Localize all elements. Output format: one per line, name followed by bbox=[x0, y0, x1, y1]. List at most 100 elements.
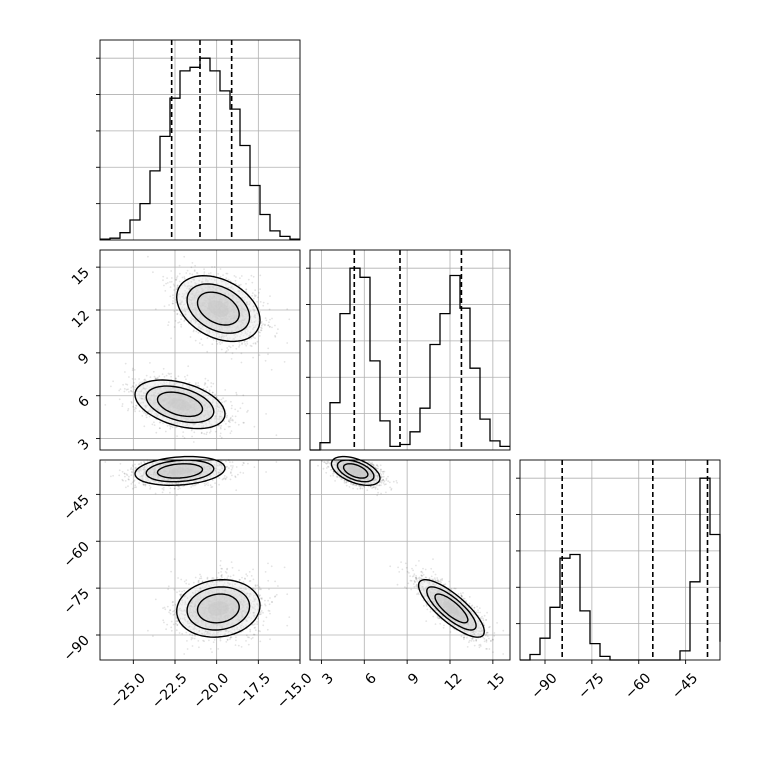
scatter-point bbox=[126, 383, 129, 386]
scatter-point bbox=[268, 603, 271, 606]
scatter-point bbox=[239, 277, 241, 280]
scatter-point bbox=[234, 415, 237, 418]
scatter-point bbox=[197, 384, 199, 387]
scatter-point bbox=[227, 467, 230, 469]
scatter-point bbox=[180, 325, 183, 328]
scatter-point bbox=[141, 410, 144, 412]
scatter-point bbox=[260, 324, 263, 327]
scatter-point bbox=[183, 320, 186, 322]
scatter-point bbox=[223, 400, 226, 403]
scatter-point bbox=[139, 381, 142, 384]
scatter-point bbox=[208, 389, 211, 392]
scatter-point bbox=[200, 431, 203, 434]
scatter-point bbox=[173, 588, 176, 591]
scatter-point bbox=[242, 394, 245, 397]
scatter-point bbox=[186, 269, 189, 272]
scatter-point bbox=[237, 644, 240, 647]
scatter-point bbox=[208, 272, 210, 275]
scatter-point bbox=[131, 385, 134, 387]
scatter-point bbox=[225, 350, 228, 352]
scatter-point bbox=[165, 282, 168, 285]
scatter-point bbox=[216, 576, 219, 579]
scatter-point bbox=[124, 480, 127, 482]
scatter-point bbox=[204, 377, 207, 380]
scatter-point bbox=[169, 487, 172, 490]
scatter-point bbox=[175, 278, 178, 281]
scatter-point bbox=[173, 310, 176, 312]
scatter-point bbox=[269, 318, 271, 321]
scatter-point bbox=[230, 400, 232, 403]
scatter-point bbox=[207, 379, 210, 382]
scatter-point bbox=[254, 343, 257, 345]
scatter-point bbox=[225, 416, 228, 419]
scatter-point bbox=[167, 372, 170, 375]
scatter-point bbox=[240, 352, 243, 355]
scatter-point bbox=[286, 342, 289, 344]
scatter-point bbox=[198, 342, 201, 345]
scatter-point bbox=[203, 268, 206, 271]
scatter-point bbox=[183, 277, 186, 280]
scatter-point bbox=[231, 467, 234, 469]
scatter-point bbox=[254, 289, 257, 292]
scatter-point bbox=[173, 558, 176, 560]
scatter-point bbox=[194, 576, 197, 579]
scatter-point bbox=[184, 375, 186, 378]
scatter-point bbox=[244, 343, 247, 345]
scatter-point bbox=[127, 376, 130, 378]
scatter-point bbox=[258, 586, 261, 588]
scatter-point bbox=[240, 646, 243, 648]
scatter-point bbox=[183, 276, 186, 278]
scatter-point bbox=[134, 410, 137, 413]
scatter-panel-p0-p1 bbox=[99, 249, 301, 451]
scatter-point bbox=[135, 384, 138, 387]
scatter-point bbox=[241, 343, 243, 346]
scatter-point bbox=[261, 327, 263, 330]
scatter-point bbox=[191, 273, 194, 276]
scatter-point bbox=[205, 433, 208, 436]
scatter-point bbox=[185, 378, 187, 381]
scatter-point bbox=[228, 345, 231, 348]
scatter-point bbox=[258, 354, 261, 356]
scatter-point bbox=[123, 387, 126, 390]
scatter-point bbox=[172, 294, 174, 297]
scatter-point bbox=[163, 284, 165, 287]
scatter-point bbox=[225, 277, 228, 280]
scatter-point bbox=[175, 288, 178, 290]
scatter-point bbox=[118, 398, 121, 401]
scatter-point bbox=[235, 639, 237, 642]
scatter-point bbox=[183, 437, 186, 439]
scatter-point bbox=[127, 408, 130, 410]
scatter-point bbox=[268, 325, 271, 328]
scatter-point bbox=[216, 343, 219, 345]
scatter-point bbox=[162, 489, 165, 491]
scatter-point bbox=[164, 430, 167, 433]
scatter-point bbox=[265, 319, 268, 322]
scatter-point bbox=[225, 400, 227, 402]
scatter-point bbox=[127, 391, 130, 393]
scatter-point bbox=[167, 324, 170, 326]
scatter-point bbox=[132, 465, 135, 468]
scatter-point bbox=[131, 468, 134, 471]
scatter-point bbox=[235, 393, 238, 396]
histogram-step bbox=[310, 267, 510, 451]
scatter-point bbox=[163, 305, 166, 308]
scatter-point bbox=[165, 374, 168, 377]
scatter-point bbox=[147, 255, 149, 258]
scatter-point bbox=[185, 631, 188, 634]
scatter-point bbox=[226, 638, 229, 641]
scatter-point bbox=[250, 337, 253, 340]
scatter-point bbox=[167, 321, 170, 323]
scatter-point bbox=[169, 295, 172, 298]
scatter-point bbox=[209, 648, 212, 650]
scatter-point bbox=[144, 379, 147, 382]
scatter-point bbox=[274, 324, 276, 327]
scatter-point bbox=[286, 308, 289, 310]
scatter-point bbox=[270, 368, 273, 371]
scatter-point bbox=[125, 388, 128, 391]
scatter-point bbox=[253, 633, 256, 636]
scatter-point bbox=[259, 274, 262, 277]
scatter-point bbox=[166, 425, 169, 427]
scatter-point bbox=[127, 469, 129, 471]
scatter-point bbox=[221, 341, 223, 344]
scatter-point bbox=[227, 349, 230, 351]
